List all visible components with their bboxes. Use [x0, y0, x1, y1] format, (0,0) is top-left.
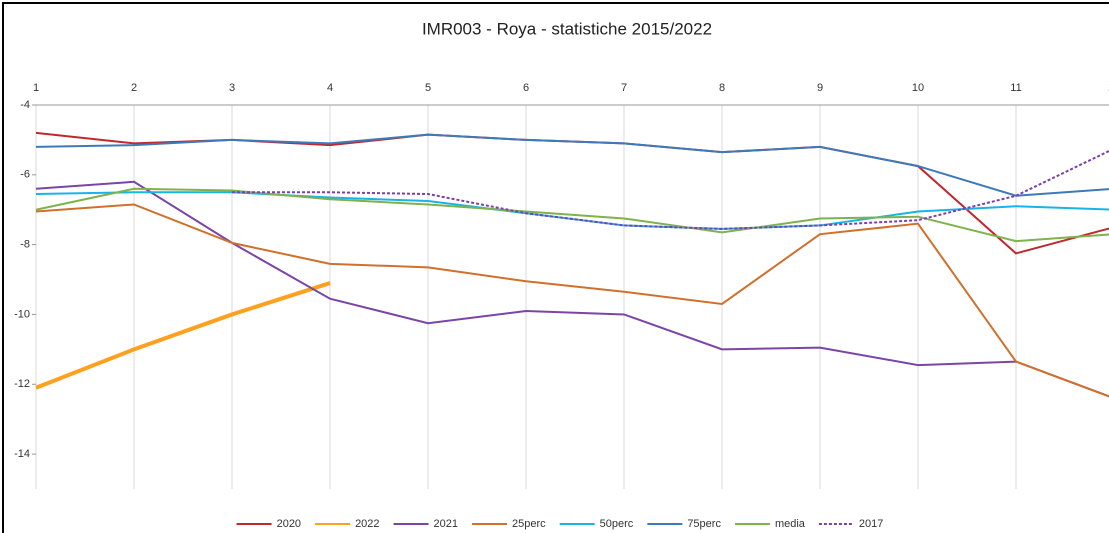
- legend-label: 75perc: [687, 518, 721, 530]
- x-tick-label: 8: [719, 82, 725, 94]
- y-tick-label: -12: [14, 378, 30, 390]
- x-tick-label: 3: [229, 82, 235, 94]
- x-tick-label: 10: [912, 82, 924, 94]
- legend-label: 50perc: [600, 518, 634, 530]
- series-line: [35, 203, 1109, 398]
- y-tick-label: -10: [14, 308, 30, 320]
- x-tick-label: 4: [327, 82, 333, 94]
- legend-label: media: [775, 518, 806, 530]
- x-tick-label: 7: [621, 82, 627, 94]
- x-tick-label: 2: [131, 82, 137, 94]
- y-tick-label: -6: [20, 169, 30, 181]
- legend-label: 2017: [859, 518, 883, 530]
- x-tick-label: 12: [1108, 82, 1109, 94]
- x-tick-label: 11: [1010, 82, 1021, 94]
- series-line: [35, 281, 331, 390]
- series-line: [35, 187, 1109, 243]
- legend-label: 2022: [355, 518, 379, 530]
- y-tick-label: -8: [20, 239, 30, 251]
- series-line: [35, 133, 1109, 197]
- x-tick-label: 5: [425, 82, 431, 94]
- x-tick-label: 9: [817, 82, 823, 94]
- series-line: [35, 180, 1109, 398]
- series-line: [232, 149, 1109, 230]
- x-tick-label: 1: [33, 82, 39, 94]
- chart-title: IMR003 - Roya - statistiche 2015/2022: [422, 19, 712, 38]
- y-tick-label: -14: [14, 448, 30, 460]
- legend-label: 25perc: [512, 518, 546, 530]
- y-tick-label: -4: [20, 99, 30, 111]
- legend-label: 2020: [277, 518, 301, 530]
- legend-label: 2021: [434, 518, 458, 530]
- x-tick-label: 6: [523, 82, 529, 94]
